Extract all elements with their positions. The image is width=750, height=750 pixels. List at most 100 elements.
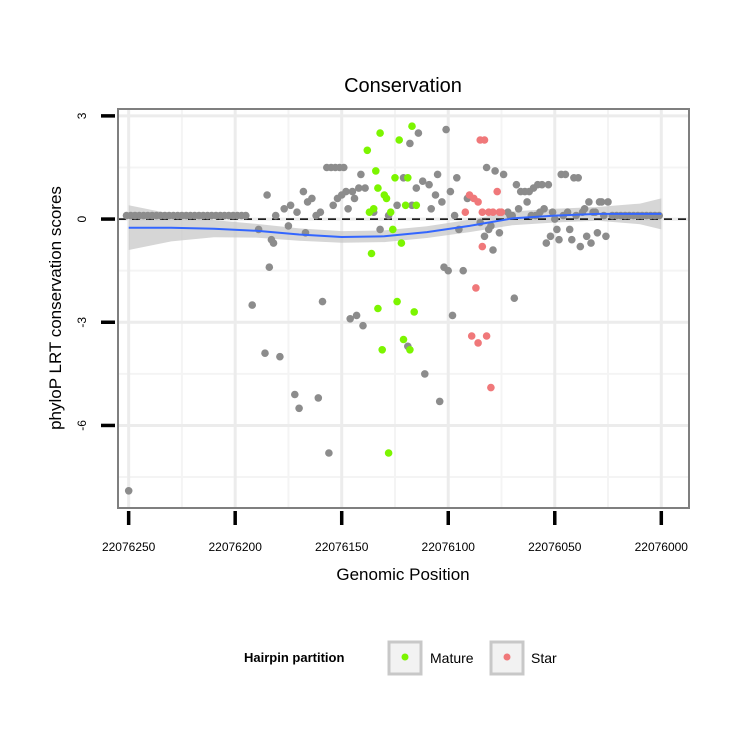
plot-background — [118, 109, 689, 508]
x-tick-label: 22076050 — [528, 540, 582, 554]
data-point-other — [433, 170, 442, 179]
data-point-star — [478, 242, 487, 251]
plot-border — [117, 108, 690, 509]
data-point-star — [480, 136, 489, 144]
data-point-other — [499, 170, 508, 179]
data-point-other — [510, 294, 519, 303]
data-point-star — [478, 208, 487, 216]
data-point-other — [487, 222, 495, 230]
data-point-mature — [384, 449, 393, 457]
data-point-mature — [410, 308, 419, 316]
data-point-other — [286, 201, 295, 210]
x-axis-label: Genomic Position — [336, 565, 469, 584]
data-point-other — [314, 394, 323, 402]
data-point-mature — [401, 201, 410, 210]
data-point-other — [344, 205, 352, 213]
x-tick-label: 22076200 — [208, 540, 262, 554]
data-point-other — [546, 232, 555, 241]
data-point-other — [540, 205, 548, 213]
data-point-star — [467, 332, 476, 340]
data-point-star — [487, 383, 495, 392]
data-point-other — [446, 187, 455, 196]
data-point-other — [265, 263, 274, 272]
data-point-other — [124, 487, 133, 495]
data-point-other — [342, 187, 350, 196]
data-point-other — [325, 449, 333, 457]
data-point-other — [442, 125, 450, 134]
data-point-other — [248, 301, 256, 309]
data-point-other — [329, 201, 338, 210]
smooth-line — [128, 212, 662, 239]
data-point-mature — [376, 129, 384, 137]
data-point-star — [489, 208, 497, 216]
confidence-ribbon — [128, 198, 662, 250]
data-point-other — [480, 232, 489, 241]
smooth-line-layer — [128, 212, 662, 239]
data-point-other — [361, 184, 369, 192]
data-point-mature — [389, 225, 397, 234]
x-tick-label: 22076000 — [635, 540, 689, 554]
data-point-mature — [374, 304, 382, 313]
data-point-other — [376, 225, 384, 234]
data-point-other — [568, 235, 576, 244]
legend-title: Hairpin partition — [244, 650, 344, 665]
data-point-mature — [363, 146, 372, 155]
data-point-other — [551, 215, 559, 223]
data-point-other — [291, 390, 299, 399]
x-tick-label: 22076100 — [422, 540, 476, 554]
data-point-other — [491, 167, 499, 175]
data-point-other — [580, 205, 589, 213]
data-point-other — [263, 191, 271, 199]
data-point-star — [474, 339, 482, 347]
data-point-other — [544, 180, 553, 189]
data-point-other — [453, 174, 461, 182]
data-point-other — [295, 404, 303, 413]
data-point-other — [512, 180, 521, 189]
data-point-mature — [382, 194, 391, 203]
data-point-other — [271, 211, 280, 220]
data-point-other — [553, 225, 561, 234]
y-tick-label: 3 — [75, 112, 89, 119]
data-point-star — [497, 208, 506, 216]
data-point-other — [587, 239, 595, 247]
data-point-mature — [412, 201, 421, 210]
data-point-other — [514, 205, 523, 213]
data-point-other — [444, 266, 453, 275]
y-tick-label: -3 — [75, 317, 89, 328]
data-point-mature — [393, 297, 401, 306]
data-point-other — [421, 370, 429, 378]
data-point-other — [269, 239, 278, 247]
data-point-other — [284, 222, 293, 230]
data-point-other — [261, 349, 269, 358]
data-point-other — [582, 232, 591, 241]
data-point-other — [412, 184, 421, 192]
data-point-other — [561, 170, 570, 179]
data-point-other — [359, 321, 367, 330]
data-point-other — [427, 205, 436, 213]
data-point-other — [406, 139, 414, 148]
data-point-mature — [372, 167, 380, 175]
data-point-other — [576, 242, 585, 251]
plot-area — [118, 109, 689, 508]
data-point-star — [461, 208, 470, 216]
data-point-other — [355, 184, 363, 192]
data-point-mature — [404, 174, 412, 182]
confidence-ribbon-layer — [128, 198, 662, 250]
data-point-other — [280, 205, 289, 213]
data-point-mature — [378, 346, 387, 354]
data-point-mature — [397, 239, 406, 247]
data-point-other — [593, 229, 602, 237]
chart-title: Conservation — [344, 75, 462, 97]
plot-frame-layer — [117, 108, 690, 509]
data-point-other — [393, 201, 401, 210]
data-point-other — [435, 397, 444, 406]
data-point-other — [565, 225, 574, 234]
data-point-mature — [406, 346, 414, 354]
data-point-other — [242, 211, 250, 220]
data-point-other — [495, 229, 504, 237]
data-point-star — [493, 187, 502, 196]
y-tick-label: 0 — [75, 215, 89, 222]
data-point-mature — [386, 208, 395, 216]
